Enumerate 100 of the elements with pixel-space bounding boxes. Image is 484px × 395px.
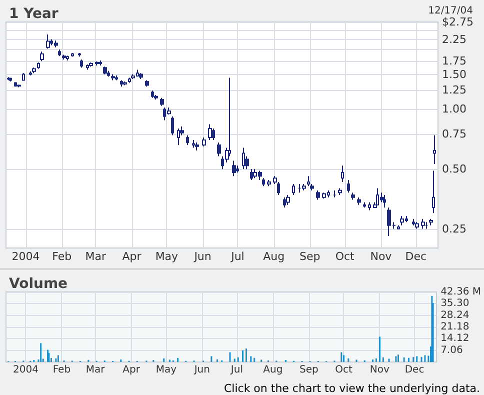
- candlestick: [425, 222, 428, 230]
- candlestick: [32, 67, 36, 74]
- candlestick: [316, 190, 320, 200]
- candlestick: [171, 116, 174, 136]
- candlestick: [415, 222, 419, 230]
- y-tick-label: 28.24: [440, 310, 470, 321]
- chart-title: 1 Year: [9, 6, 58, 22]
- candlestick: [186, 134, 189, 146]
- candlestick: [195, 142, 199, 151]
- candlestick: [95, 60, 99, 66]
- candlestick: [212, 128, 215, 140]
- candlestick: [236, 165, 239, 174]
- candlestick: [131, 74, 135, 80]
- candlestick: [120, 80, 123, 88]
- candlestick: [139, 72, 143, 80]
- candlestick: [307, 176, 310, 187]
- candlestick: [421, 218, 425, 230]
- x-tick-label: Jul: [230, 364, 243, 376]
- candlestick: [262, 178, 265, 187]
- candlestick: [232, 160, 236, 177]
- x-tick-label: Feb: [52, 364, 71, 376]
- candlestick: [71, 52, 74, 58]
- candlestick: [86, 64, 89, 70]
- candlestick: [177, 128, 180, 146]
- x-tick-label: Apr: [122, 364, 141, 376]
- candlestick: [107, 70, 110, 78]
- candlestick: [9, 77, 12, 82]
- candlestick: [123, 80, 127, 86]
- candlestick: [78, 52, 81, 58]
- candlestick: [62, 54, 66, 60]
- x-tick-label: May: [156, 364, 177, 376]
- chart-title: Volume: [9, 276, 68, 292]
- candlestick: [412, 218, 415, 226]
- y-tick-label: 1.25: [442, 83, 466, 96]
- text: Click on the chart to view the underlying data.: [224, 382, 480, 395]
- candlestick: [302, 184, 306, 191]
- candlestick: [286, 194, 290, 206]
- candlestick: [368, 202, 371, 211]
- candlestick: [99, 60, 102, 66]
- x-tick-label: Nov: [370, 364, 390, 376]
- candlestick: [400, 215, 404, 226]
- y-tick-label: 1.00: [442, 102, 466, 116]
- x-tick-label: Oct: [335, 250, 356, 263]
- candlestick: [363, 202, 366, 208]
- candlestick: [242, 147, 245, 170]
- candlestick: [383, 194, 386, 208]
- y-tick-label: 0.75: [442, 128, 466, 141]
- candlestick: [14, 82, 17, 88]
- candlestick: [357, 196, 361, 206]
- candlestick: [250, 168, 253, 181]
- y-tick-label: 35.30: [440, 298, 470, 310]
- candlestick: [29, 70, 32, 76]
- x-tick-label: Apr: [122, 250, 142, 263]
- candlestick: [333, 190, 336, 198]
- candlestick: [58, 48, 61, 57]
- x-tick-label: Oct: [335, 364, 352, 376]
- candlestick: [89, 62, 93, 68]
- x-tick-label: Dec: [404, 364, 424, 376]
- x-tick-label: Sep: [300, 250, 320, 263]
- candlestick: [40, 51, 44, 62]
- chart-subtitle: 12/17/04: [428, 6, 474, 16]
- candlestick: [54, 40, 58, 48]
- x-tick-label: Feb: [52, 250, 72, 263]
- x-tick-label: Sep: [299, 364, 318, 376]
- x-tick-label: Aug: [263, 250, 285, 263]
- x-tick-label: Jun: [193, 364, 210, 376]
- x-tick-label: 2004: [13, 364, 38, 376]
- candlestick: [22, 72, 25, 81]
- x-tick-label: Nov: [370, 250, 392, 263]
- candlestick: [217, 142, 221, 157]
- candlestick: [432, 170, 435, 214]
- y-tick-label: 1.50: [442, 68, 466, 81]
- candlestick: [17, 84, 21, 88]
- y-tick-label: 0.50: [442, 162, 466, 176]
- candlestick: [283, 196, 286, 208]
- x-tick-label: Jul: [230, 250, 244, 263]
- candlestick: [46, 34, 50, 50]
- y-tick-label: 1.75: [442, 54, 466, 68]
- y-tick-label: $2.75: [442, 16, 474, 28]
- candlestick: [347, 180, 350, 194]
- x-tick-label: Aug: [263, 364, 283, 376]
- candlestick: [351, 192, 355, 200]
- candlestick: [128, 77, 131, 84]
- candlestick: [115, 74, 118, 81]
- candlestick: [145, 80, 149, 88]
- candlestick: [160, 97, 164, 106]
- candlestick: [397, 224, 400, 230]
- candlestick: [80, 59, 83, 68]
- candlestick: [338, 188, 342, 196]
- candlestick: [192, 139, 195, 148]
- x-tick-label: Jun: [193, 250, 212, 263]
- candlestick: [66, 55, 69, 61]
- candlestick: [433, 134, 436, 164]
- x-tick-label: May: [155, 250, 179, 263]
- candlestick: [103, 66, 107, 75]
- candlestick: [208, 124, 212, 140]
- y-tick-label: 2.25: [442, 32, 466, 46]
- y-tick-label: 14.12: [440, 333, 470, 344]
- candlestick: [429, 218, 433, 226]
- candlestick: [111, 74, 115, 81]
